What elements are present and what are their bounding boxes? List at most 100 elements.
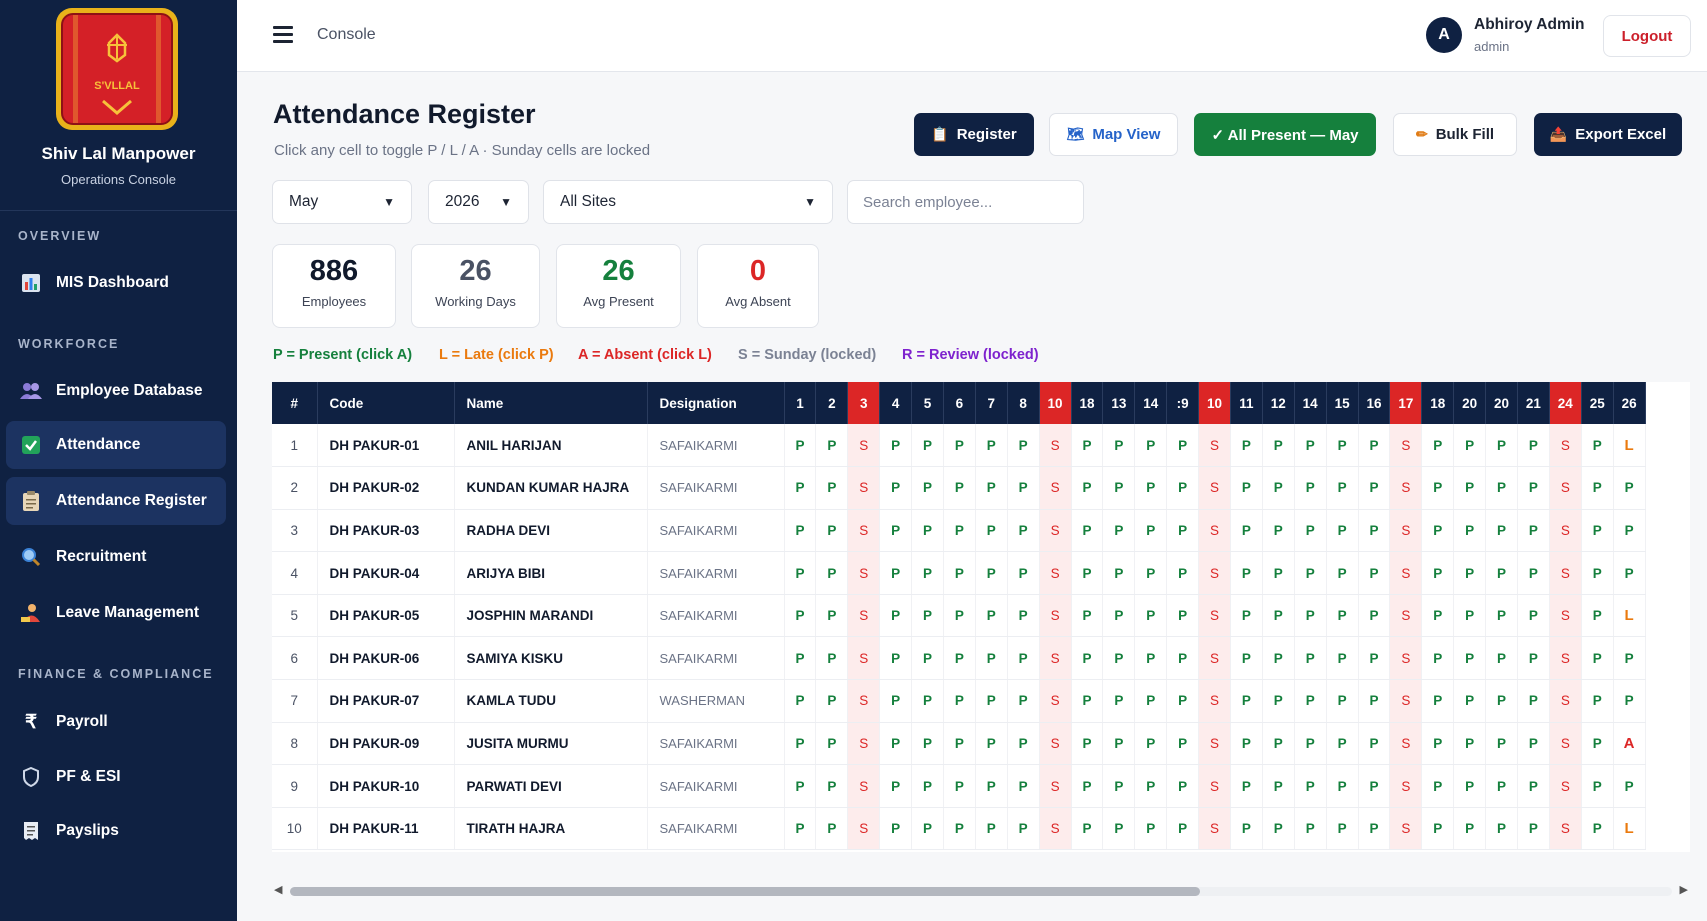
attendance-cell[interactable]: P [1358,466,1391,510]
attendance-cell[interactable]: P [1230,807,1263,851]
attendance-cell[interactable]: P [1007,594,1040,638]
sidebar-item-recruitment[interactable]: Recruitment [6,533,226,581]
attendance-cell[interactable]: P [879,466,913,510]
attendance-cell[interactable]: P [1166,722,1200,766]
attendance-cell[interactable]: P [1581,807,1614,851]
attendance-cell[interactable]: P [815,509,849,553]
attendance-cell[interactable]: P [1007,722,1040,766]
attendance-cell[interactable]: P [975,594,1008,638]
attendance-cell[interactable]: P [975,722,1008,766]
attendance-cell[interactable]: P [1421,594,1455,638]
sidebar-item-employee-database[interactable]: Employee Database [6,367,226,415]
attendance-cell[interactable]: P [1262,466,1295,510]
attendance-cell[interactable]: P [1485,551,1518,595]
attendance-cell[interactable]: P [1230,764,1263,808]
attendance-cell[interactable]: P [879,722,913,766]
attendance-cell[interactable]: P [975,424,1008,468]
attendance-cell[interactable]: P [1262,722,1295,766]
attendance-cell[interactable]: P [1134,679,1168,723]
attendance-cell[interactable]: P [1166,509,1200,553]
attendance-cell[interactable]: P [1262,807,1295,851]
attendance-cell[interactable]: P [1358,679,1391,723]
attendance-cell[interactable]: P [1102,424,1136,468]
attendance-cell[interactable]: P [1007,807,1040,851]
attendance-cell[interactable]: P [1071,807,1104,851]
attendance-cell[interactable]: P [1230,594,1263,638]
attendance-cell[interactable]: P [1294,636,1327,681]
attendance-cell[interactable]: P [1007,509,1040,553]
attendance-cell[interactable]: P [1421,722,1455,766]
sidebar-item-payroll[interactable]: ₹ Payroll [6,698,226,746]
attendance-cell[interactable]: P [1071,509,1104,553]
attendance-cell[interactable]: P [1453,636,1487,681]
attendance-cell[interactable]: P [1421,509,1455,553]
attendance-cell[interactable]: P [879,509,913,553]
attendance-cell[interactable]: P [911,466,944,510]
attendance-cell[interactable]: P [815,764,849,808]
attendance-cell[interactable]: P [1421,551,1455,595]
attendance-cell[interactable]: P [815,636,849,681]
attendance-cell[interactable]: P [1581,764,1614,808]
attendance-cell[interactable]: P [879,594,913,638]
attendance-cell[interactable]: P [1262,679,1295,723]
year-select[interactable]: 2026 ▼ [428,180,529,224]
scrollbar-track[interactable] [290,887,1672,896]
attendance-cell[interactable]: P [1453,424,1487,468]
attendance-cell[interactable]: P [1262,636,1295,681]
attendance-cell[interactable]: P [784,424,817,468]
attendance-cell[interactable]: P [1581,594,1614,638]
attendance-cell[interactable]: P [1102,722,1136,766]
attendance-cell[interactable]: P [943,466,976,510]
attendance-cell[interactable]: P [911,722,944,766]
attendance-cell[interactable]: P [1262,509,1295,553]
attendance-cell[interactable]: P [975,679,1008,723]
attendance-cell[interactable]: P [784,764,817,808]
attendance-cell[interactable]: P [1326,424,1359,468]
attendance-cell[interactable]: P [784,466,817,510]
attendance-cell[interactable]: P [1613,636,1646,681]
attendance-cell[interactable]: P [1453,551,1487,595]
attendance-cell[interactable]: P [975,466,1008,510]
attendance-cell[interactable]: P [943,551,976,595]
attendance-cell[interactable]: P [1134,594,1168,638]
attendance-cell[interactable]: P [784,594,817,638]
attendance-cell[interactable]: P [1517,679,1550,723]
attendance-cell[interactable]: P [1326,679,1359,723]
attendance-cell[interactable]: P [1134,424,1168,468]
attendance-cell[interactable]: P [1102,509,1136,553]
attendance-cell[interactable]: P [1613,764,1646,808]
attendance-cell[interactable]: P [1581,466,1614,510]
attendance-cell[interactable]: P [1613,509,1646,553]
menu-icon[interactable] [273,26,293,44]
attendance-cell[interactable]: P [1421,424,1455,468]
attendance-cell[interactable]: P [1421,466,1455,510]
attendance-cell[interactable]: P [815,551,849,595]
attendance-cell[interactable]: P [1134,807,1168,851]
attendance-cell[interactable]: P [1102,636,1136,681]
attendance-cell[interactable]: P [815,466,849,510]
attendance-cell[interactable]: P [1071,636,1104,681]
attendance-cell[interactable]: P [1326,722,1359,766]
attendance-cell[interactable]: P [1230,551,1263,595]
attendance-cell[interactable]: P [911,636,944,681]
attendance-cell[interactable]: P [943,636,976,681]
attendance-cell[interactable]: P [1358,424,1391,468]
attendance-cell[interactable]: P [1134,722,1168,766]
attendance-cell[interactable]: P [911,424,944,468]
attendance-cell[interactable]: P [1230,679,1263,723]
attendance-cell[interactable]: P [1294,722,1327,766]
attendance-cell[interactable]: P [1294,424,1327,468]
attendance-cell[interactable]: P [1294,466,1327,510]
attendance-cell[interactable]: P [879,636,913,681]
attendance-cell[interactable]: P [1517,636,1550,681]
attendance-cell[interactable]: P [1102,551,1136,595]
attendance-cell[interactable]: P [1134,466,1168,510]
attendance-cell[interactable]: P [1134,551,1168,595]
attendance-cell[interactable]: P [1517,807,1550,851]
attendance-cell[interactable]: P [784,509,817,553]
attendance-cell[interactable]: P [1262,764,1295,808]
attendance-cell[interactable]: P [1071,466,1104,510]
attendance-cell[interactable]: P [1071,551,1104,595]
attendance-cell[interactable]: P [1581,509,1614,553]
attendance-cell[interactable]: P [975,509,1008,553]
